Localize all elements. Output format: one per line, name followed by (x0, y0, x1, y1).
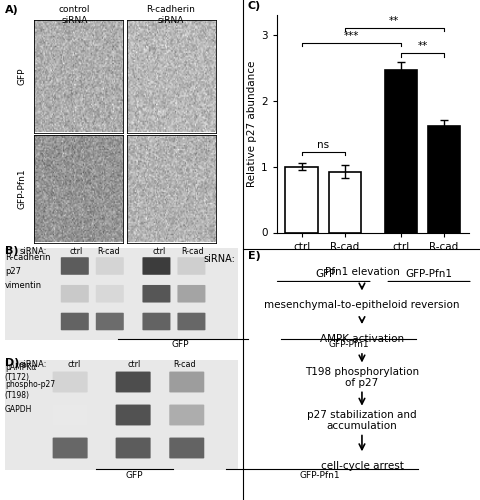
Bar (427, 126, 459, 232)
FancyBboxPatch shape (60, 257, 89, 275)
Text: ctrl: ctrl (68, 360, 81, 369)
Text: siRNA:: siRNA: (19, 248, 47, 256)
Text: R-cad: R-cad (96, 248, 120, 256)
FancyBboxPatch shape (169, 372, 204, 392)
Text: GFP: GFP (171, 340, 189, 349)
Text: control
siRNA: control siRNA (59, 5, 90, 25)
FancyBboxPatch shape (142, 312, 170, 330)
Text: D): D) (5, 358, 19, 368)
FancyBboxPatch shape (96, 285, 123, 302)
Text: **: ** (388, 16, 399, 26)
Text: T198 phosphorylation
of p27: T198 phosphorylation of p27 (304, 366, 418, 388)
Text: R-cad: R-cad (180, 248, 204, 256)
Text: phospho-p27
(T198): phospho-p27 (T198) (5, 380, 55, 400)
Text: vimentin: vimentin (5, 282, 42, 290)
Text: p27 stabilization and
accumulation: p27 stabilization and accumulation (307, 410, 416, 432)
Bar (384, 70, 416, 232)
Text: ns: ns (316, 140, 328, 150)
Text: pAMPKα
(T172): pAMPKα (T172) (5, 363, 36, 382)
Text: B): B) (5, 246, 18, 256)
Text: siRNA:: siRNA: (203, 254, 235, 264)
Text: **: ** (417, 42, 427, 51)
FancyBboxPatch shape (142, 257, 170, 275)
Bar (328, 172, 360, 233)
FancyBboxPatch shape (115, 438, 150, 458)
FancyBboxPatch shape (177, 285, 205, 302)
Text: mesenchymal-to-epitheloid reversion: mesenchymal-to-epitheloid reversion (264, 300, 459, 310)
Text: ctrl: ctrl (69, 248, 83, 256)
Text: AMPK activation: AMPK activation (319, 334, 403, 344)
FancyBboxPatch shape (177, 257, 205, 275)
FancyBboxPatch shape (60, 285, 89, 302)
FancyBboxPatch shape (52, 404, 87, 425)
FancyBboxPatch shape (142, 285, 170, 302)
Text: A): A) (5, 5, 19, 15)
Text: Pfn1 elevation: Pfn1 elevation (324, 267, 398, 277)
FancyBboxPatch shape (96, 312, 123, 330)
Text: GFP: GFP (126, 471, 143, 480)
Y-axis label: Relative p27 abundance: Relative p27 abundance (246, 60, 256, 187)
Text: siRNA:: siRNA: (19, 360, 47, 369)
Text: GFP: GFP (315, 270, 335, 280)
Bar (285, 166, 317, 232)
FancyBboxPatch shape (52, 438, 87, 458)
Text: ctrl: ctrl (152, 248, 165, 256)
Text: R-cadherin
siRNA: R-cadherin siRNA (146, 5, 195, 25)
Text: GFP-Pfn1: GFP-Pfn1 (17, 168, 26, 209)
FancyBboxPatch shape (115, 372, 150, 392)
FancyBboxPatch shape (169, 438, 204, 458)
Text: ctrl: ctrl (127, 360, 140, 369)
FancyBboxPatch shape (52, 372, 87, 392)
Text: p27: p27 (5, 268, 21, 276)
Text: GFP-Pfn1: GFP-Pfn1 (404, 270, 451, 280)
Text: GAPDH: GAPDH (5, 404, 32, 413)
Text: C): C) (247, 1, 261, 11)
Text: GFP-Pfn1: GFP-Pfn1 (299, 471, 339, 480)
Text: ***: *** (343, 30, 358, 40)
FancyBboxPatch shape (115, 404, 150, 425)
Text: R-cadherin: R-cadherin (5, 252, 50, 262)
Text: GFP-Pfn1: GFP-Pfn1 (328, 340, 368, 349)
FancyBboxPatch shape (60, 312, 89, 330)
Text: R-cad: R-cad (173, 360, 196, 369)
FancyBboxPatch shape (177, 312, 205, 330)
FancyBboxPatch shape (96, 257, 123, 275)
Text: cell-cycle arrest: cell-cycle arrest (320, 461, 403, 471)
Text: GFP: GFP (17, 67, 26, 84)
Text: E): E) (247, 251, 260, 261)
FancyBboxPatch shape (169, 404, 204, 425)
